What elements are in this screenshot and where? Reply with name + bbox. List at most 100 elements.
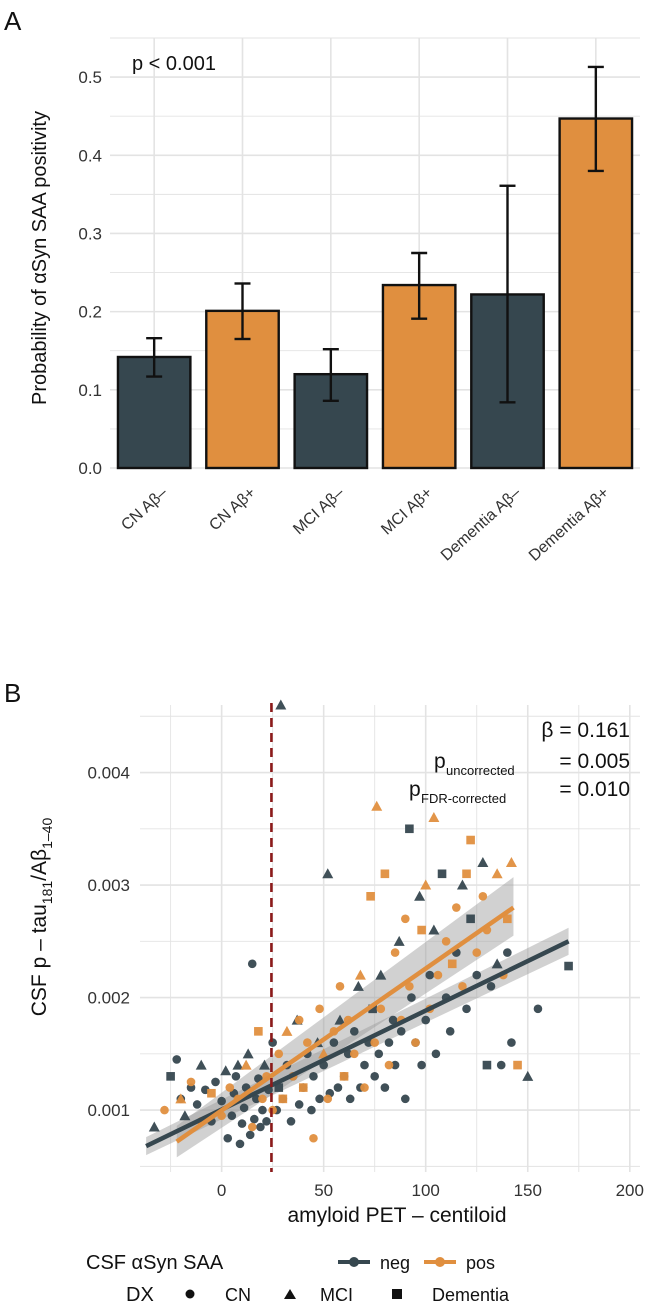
x-tick-label-2: CN Aβ+ xyxy=(206,484,259,534)
y-tick-label: 0.4 xyxy=(78,146,102,165)
data-point-neg xyxy=(172,1055,182,1064)
data-point-neg xyxy=(315,1094,324,1104)
data-point-pos xyxy=(315,1004,324,1014)
x-tick-label: 200 xyxy=(616,1181,644,1200)
legend-item-mci: MCI xyxy=(284,1285,353,1305)
data-point-neg xyxy=(227,1111,237,1121)
data-point-pos xyxy=(281,1025,293,1036)
data-point-neg xyxy=(496,1060,506,1070)
data-point-neg xyxy=(375,969,387,980)
data-point-neg xyxy=(431,1049,441,1059)
data-point-neg xyxy=(522,1070,534,1081)
data-point-neg xyxy=(309,1072,318,1081)
data-point-neg xyxy=(472,970,482,980)
data-point-pos xyxy=(207,1088,216,1098)
panel-label-a: A xyxy=(4,6,22,36)
data-point-neg xyxy=(231,1072,241,1081)
data-point-neg xyxy=(247,959,257,969)
panel-b-y-axis-label: CSF p – tau181/Aβ1–40 xyxy=(28,818,55,1017)
data-point-pos xyxy=(447,959,457,969)
data-point-pos xyxy=(370,1038,379,1047)
data-point-neg xyxy=(421,1015,431,1025)
panel-b-scatter-chart: 0.001 0.002 0.003 0.004 0 50 100 150 200 β = 0.… xyxy=(28,699,644,1227)
y-tick-label: 0.003 xyxy=(87,876,130,895)
data-point-pos xyxy=(258,1094,267,1104)
x-tick-label-5: Dementia Aβ– xyxy=(438,484,524,564)
data-point-neg xyxy=(232,1059,244,1070)
data-point-pos xyxy=(491,868,503,879)
data-point-neg xyxy=(380,1083,390,1092)
data-point-neg xyxy=(388,1015,398,1025)
data-point-neg xyxy=(275,699,287,710)
panel-a-x-ticks: CN Aβ– CN Aβ+ MCI Aβ– MCI Aβ+ Dementia Aβ– De… xyxy=(118,484,612,564)
data-point-neg xyxy=(407,993,416,1002)
data-point-neg xyxy=(249,1114,259,1124)
data-point-pos xyxy=(401,914,410,924)
data-point-neg xyxy=(393,935,405,946)
data-point-pos xyxy=(376,1004,386,1014)
data-point-pos xyxy=(303,1038,312,1047)
x-tick-label: 0 xyxy=(217,1181,226,1200)
data-point-pos xyxy=(478,892,488,901)
y-label-sub-140: 1–40 xyxy=(39,818,55,849)
y-tick-label: 0.002 xyxy=(87,989,130,1008)
data-point-pos xyxy=(366,892,375,901)
data-point-pos xyxy=(380,869,390,879)
p-uncorrected-annotation: p uncorrected = 0.005 xyxy=(434,750,630,778)
data-point-neg xyxy=(256,1122,265,1132)
data-point-neg xyxy=(192,1100,202,1109)
data-point-pos xyxy=(441,937,451,946)
data-point-neg xyxy=(329,1038,339,1047)
data-point-pos xyxy=(354,969,366,980)
data-point-pos xyxy=(175,1093,187,1104)
data-point-pos xyxy=(298,1083,308,1092)
data-point-neg xyxy=(370,1072,379,1081)
y-tick-label: 0.0 xyxy=(78,459,102,478)
data-point-pos xyxy=(309,1133,318,1143)
legend-pos-label: pos xyxy=(466,1253,495,1273)
x-tick-label: 150 xyxy=(514,1181,542,1200)
data-point-pos xyxy=(384,1060,394,1070)
y-tick-label: 0.2 xyxy=(78,303,102,322)
panel-a-y-ticks: 0.0 0.1 0.2 0.3 0.4 0.5 xyxy=(78,68,102,478)
x-tick-label-4: MCI Aβ+ xyxy=(378,484,436,538)
data-point-pos xyxy=(349,1049,359,1059)
data-point-neg xyxy=(564,961,573,971)
data-point-pos xyxy=(405,982,414,991)
y-tick-label: 0.5 xyxy=(78,68,102,87)
data-point-neg xyxy=(477,857,489,868)
data-point-neg xyxy=(456,879,468,890)
data-point-pos xyxy=(458,982,467,991)
data-point-pos xyxy=(318,1048,330,1059)
panel-b-y-ticks: 0.001 0.002 0.003 0.004 xyxy=(87,764,130,1121)
data-point-pos xyxy=(294,1015,304,1025)
data-point-pos xyxy=(186,1077,196,1087)
data-point-pos xyxy=(466,835,475,845)
data-point-neg xyxy=(491,958,503,969)
data-point-neg xyxy=(179,1110,191,1121)
y-label-sub-181: 181 xyxy=(39,881,55,905)
data-point-pos xyxy=(225,1083,235,1092)
data-point-neg xyxy=(195,1059,207,1070)
data-point-pos xyxy=(339,1072,349,1081)
data-point-pos xyxy=(513,1060,522,1070)
data-point-neg xyxy=(166,1072,175,1081)
x-tick-label: 50 xyxy=(314,1181,333,1200)
p-uncorrected-value: = 0.005 xyxy=(559,750,630,773)
data-point-neg xyxy=(396,1027,406,1036)
y-tick-label: 0.001 xyxy=(87,1101,130,1120)
data-point-neg xyxy=(237,1119,247,1128)
data-point-pos xyxy=(390,948,400,957)
legend-saa-title: CSF αSyn SAA xyxy=(86,1252,224,1274)
data-point-neg xyxy=(352,980,364,991)
data-point-pos xyxy=(247,1122,257,1132)
data-point-pos xyxy=(371,800,383,811)
y-tick-label: 0.1 xyxy=(78,381,102,400)
data-point-neg xyxy=(223,1133,233,1143)
data-point-neg xyxy=(307,1105,316,1115)
legend-pos-dot-icon xyxy=(435,1257,445,1267)
panel-b-x-axis-label: amyloid PET – centiloid xyxy=(287,1204,506,1227)
data-point-neg xyxy=(462,1004,471,1014)
p-fdr-value: = 0.010 xyxy=(559,778,630,801)
